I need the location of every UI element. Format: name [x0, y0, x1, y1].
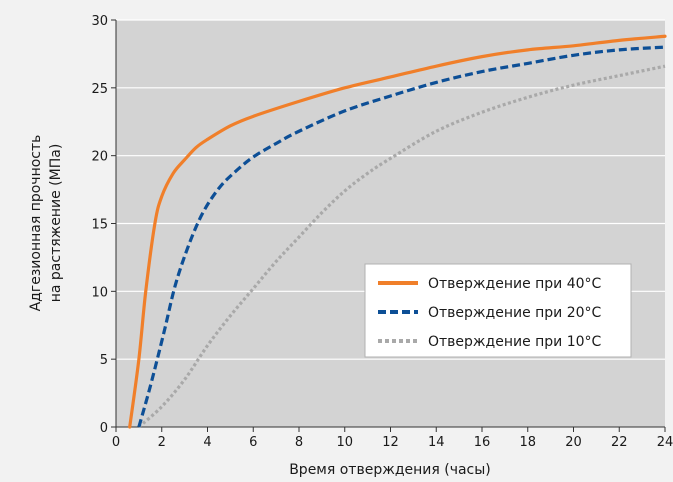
- y-tick-label-5: 5: [100, 353, 108, 368]
- x-tick-label-0: 0: [112, 435, 120, 450]
- series-line-40c: [128, 34, 667, 429]
- x-axis-label: Время отверждения (часы): [289, 462, 491, 478]
- x-tick-label-12: 12: [382, 435, 399, 450]
- y-tick-label-20: 20: [91, 150, 108, 165]
- y-tick-label-10: 10: [91, 285, 108, 300]
- series-lines: [128, 34, 667, 429]
- y-tick-label-25: 25: [91, 82, 108, 97]
- legend-label-40c: Отверждение при 40°C: [428, 276, 602, 292]
- legend-label-10c: Отверждение при 10°C: [428, 334, 602, 350]
- y-axis-label-line-1: Адгезионная прочность: [28, 135, 44, 312]
- x-tick-label-8: 8: [295, 435, 303, 450]
- x-tick-label-22: 22: [611, 435, 628, 450]
- x-tick-label-4: 4: [203, 435, 211, 450]
- y-axis-label-line-2: на растяжение (МПа): [48, 144, 64, 303]
- x-tick-label-20: 20: [565, 435, 582, 450]
- series-line-20c: [137, 45, 666, 428]
- series-line-10c: [137, 64, 666, 429]
- x-tick-label-14: 14: [428, 435, 445, 450]
- y-tick-label-15: 15: [91, 218, 108, 233]
- x-tick-label-2: 2: [158, 435, 166, 450]
- legend: Отверждение при 40°C Отверждение при 20°…: [364, 263, 632, 358]
- y-tick-label-30: 30: [91, 14, 108, 29]
- x-tick-label-24: 24: [657, 435, 673, 450]
- legend-label-20c: Отверждение при 20°C: [428, 305, 602, 321]
- axes: [111, 19, 666, 432]
- x-tick-label-10: 10: [336, 435, 353, 450]
- x-tick-label-6: 6: [249, 435, 257, 450]
- x-tick-label-16: 16: [474, 435, 491, 450]
- y-tick-label-0: 0: [100, 421, 108, 436]
- x-tick-label-18: 18: [519, 435, 536, 450]
